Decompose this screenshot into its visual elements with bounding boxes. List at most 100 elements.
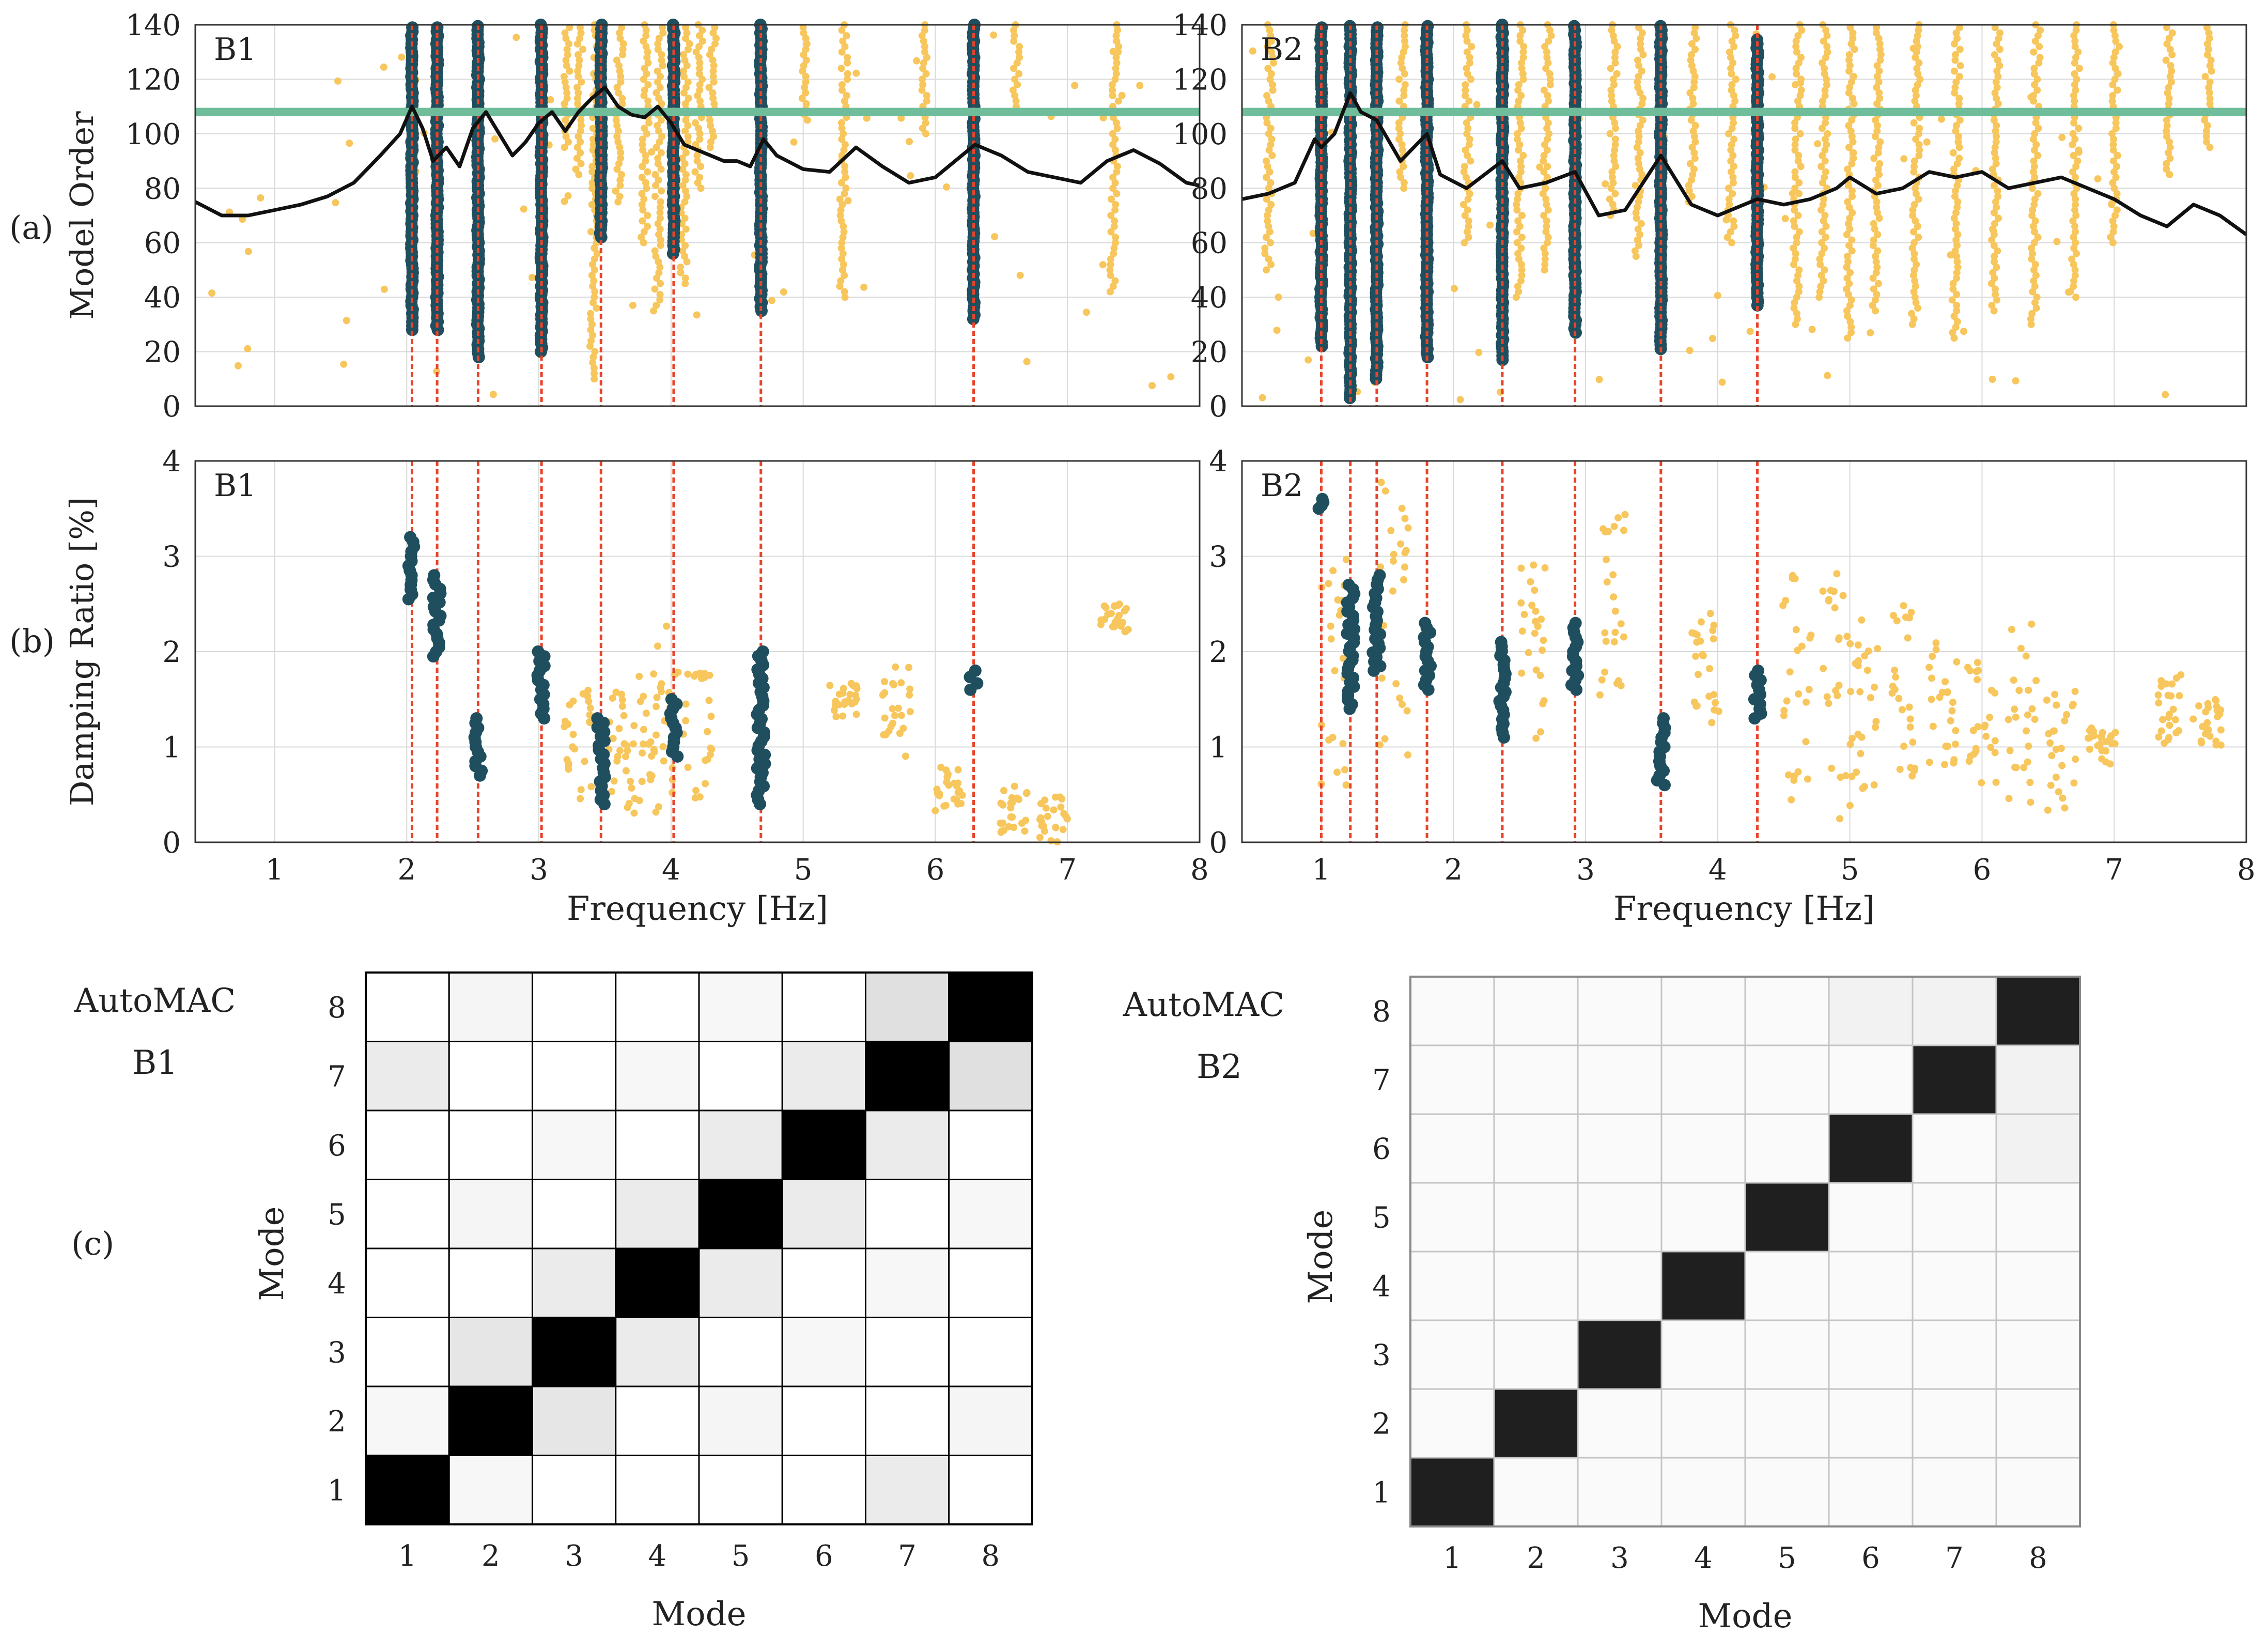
unstable-pole bbox=[1910, 200, 1918, 208]
unstable-pole bbox=[648, 148, 656, 156]
unstable-pole bbox=[2070, 119, 2078, 127]
unstable-pole bbox=[931, 807, 939, 814]
unstable-pole bbox=[1992, 155, 1999, 162]
unstable-pole bbox=[2005, 795, 2013, 803]
unstable-pole bbox=[1848, 773, 1856, 780]
mac-cell bbox=[1660, 1182, 1746, 1253]
unstable-pole bbox=[1261, 244, 1269, 252]
unstable-pole bbox=[654, 67, 661, 75]
unstable-pole bbox=[1392, 680, 1400, 688]
mac-cell bbox=[365, 1455, 450, 1525]
unstable-pole bbox=[1634, 236, 1641, 244]
unstable-pole bbox=[799, 67, 806, 75]
unstable-pole bbox=[2031, 130, 2039, 137]
unstable-pole bbox=[681, 198, 689, 206]
unstable-pole bbox=[1395, 75, 1403, 83]
unstable-pole bbox=[2201, 73, 2209, 81]
unstable-pole bbox=[1821, 86, 1829, 94]
unstable-pole bbox=[1845, 241, 1853, 249]
unstable-pole bbox=[1466, 135, 1473, 143]
unstable-pole bbox=[1637, 220, 1645, 227]
y-tick-label: 100 bbox=[1172, 118, 1228, 151]
unstable-pole bbox=[2028, 705, 2036, 713]
unstable-pole bbox=[1111, 277, 1119, 285]
unstable-pole bbox=[1902, 613, 1909, 621]
plot-border bbox=[194, 24, 1201, 407]
unstable-pole bbox=[2157, 683, 2165, 690]
unstable-pole bbox=[2072, 212, 2080, 219]
unstable-pole bbox=[2030, 277, 2038, 285]
unstable-pole bbox=[591, 244, 598, 252]
unstable-pole bbox=[1819, 200, 1827, 208]
unstable-pole bbox=[2030, 48, 2038, 56]
unstable-pole bbox=[2044, 806, 2052, 814]
unstable-pole bbox=[1542, 65, 1550, 72]
mac-cell bbox=[1577, 976, 1663, 1046]
unstable-pole bbox=[1110, 223, 1118, 230]
unstable-pole bbox=[682, 717, 690, 724]
unstable-pole bbox=[2112, 37, 2120, 45]
unstable-pole bbox=[1341, 766, 1349, 774]
unstable-pole bbox=[2109, 141, 2117, 148]
unstable-pole bbox=[708, 127, 716, 135]
unstable-pole bbox=[1848, 735, 1856, 743]
unstable-pole bbox=[1907, 609, 1915, 616]
y-tick-label: 140 bbox=[1172, 9, 1228, 42]
unstable-pole bbox=[577, 24, 584, 32]
unstable-pole bbox=[1540, 152, 1548, 160]
unstable-pole bbox=[586, 704, 594, 712]
unstable-pole bbox=[1909, 212, 1917, 219]
unstable-pole bbox=[566, 67, 573, 75]
unstable-pole bbox=[657, 280, 664, 287]
unstable-pole bbox=[2070, 234, 2077, 241]
unstable-pole bbox=[1267, 70, 1275, 78]
mac-cell bbox=[781, 1317, 866, 1387]
unstable-pole bbox=[1060, 810, 1068, 817]
unstable-pole bbox=[657, 688, 665, 696]
unstable-pole bbox=[1988, 301, 1996, 309]
unstable-pole bbox=[617, 73, 625, 81]
unstable-pole bbox=[2175, 727, 2183, 735]
unstable-pole bbox=[1544, 92, 1551, 100]
unstable-pole bbox=[1823, 32, 1831, 40]
unstable-pole bbox=[1854, 641, 1862, 649]
unstable-pole bbox=[1843, 230, 1851, 238]
unstable-pole bbox=[2072, 294, 2080, 301]
unstable-pole bbox=[619, 51, 627, 58]
unstable-pole bbox=[1845, 144, 1853, 151]
unstable-pole bbox=[645, 119, 653, 127]
unstable-pole bbox=[620, 712, 628, 719]
stable-pole bbox=[1495, 636, 1508, 649]
unstable-pole bbox=[1987, 686, 1995, 694]
unstable-pole bbox=[840, 685, 847, 692]
unstable-pole bbox=[1820, 195, 1828, 203]
unstable-pole bbox=[2162, 56, 2170, 64]
unstable-pole bbox=[657, 165, 665, 173]
unstable-pole bbox=[593, 304, 600, 312]
unstable-pole bbox=[2166, 171, 2173, 178]
unstable-pole bbox=[1513, 135, 1521, 143]
unstable-pole bbox=[2112, 174, 2120, 181]
unstable-pole bbox=[1849, 35, 1857, 42]
mac-cell bbox=[448, 1455, 533, 1525]
y-tick-label: 120 bbox=[126, 63, 181, 97]
unstable-pole bbox=[1792, 65, 1800, 72]
mac-cell bbox=[1828, 1044, 1914, 1115]
unstable-pole bbox=[1955, 73, 1963, 81]
unstable-pole bbox=[650, 307, 658, 315]
unstable-pole bbox=[2204, 45, 2212, 53]
unstable-pole bbox=[1621, 511, 1629, 518]
unstable-pole bbox=[629, 740, 637, 748]
unstable-pole bbox=[1397, 540, 1405, 548]
mac-cell bbox=[865, 1041, 950, 1112]
unstable-pole bbox=[1689, 127, 1697, 135]
unstable-pole bbox=[1730, 223, 1738, 230]
unstable-pole bbox=[2074, 157, 2081, 165]
unstable-pole bbox=[1928, 674, 1936, 682]
unstable-pole bbox=[1853, 768, 1860, 776]
unstable-pole bbox=[1636, 230, 1644, 238]
unstable-pole bbox=[1398, 141, 1406, 148]
unstable-pole bbox=[1546, 70, 1554, 78]
x-tick-label: 3 bbox=[565, 1539, 583, 1573]
x-axis-label: Mode bbox=[652, 1595, 747, 1633]
